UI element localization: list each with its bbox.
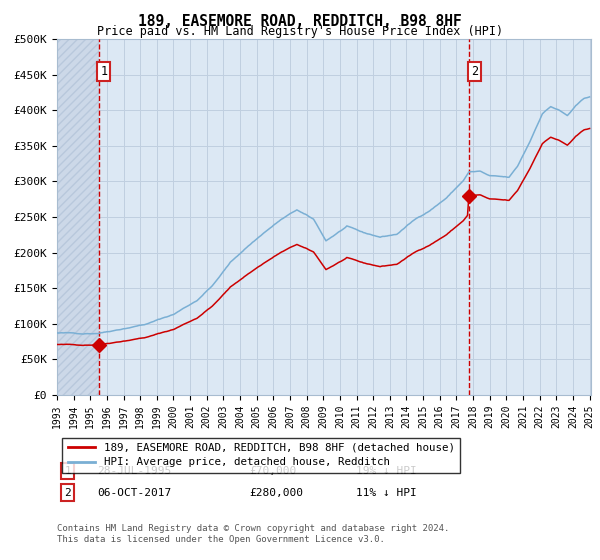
Text: 189, EASEMORE ROAD, REDDITCH, B98 8HF: 189, EASEMORE ROAD, REDDITCH, B98 8HF xyxy=(138,14,462,29)
Text: This data is licensed under the Open Government Licence v3.0.: This data is licensed under the Open Gov… xyxy=(57,535,385,544)
Text: Contains HM Land Registry data © Crown copyright and database right 2024.: Contains HM Land Registry data © Crown c… xyxy=(57,524,449,533)
Bar xyxy=(57,39,98,395)
Text: £70,000: £70,000 xyxy=(249,466,296,476)
Text: 2: 2 xyxy=(471,65,478,78)
Text: 06-OCT-2017: 06-OCT-2017 xyxy=(97,488,172,498)
Text: 2: 2 xyxy=(64,488,71,498)
Text: Price paid vs. HM Land Registry's House Price Index (HPI): Price paid vs. HM Land Registry's House … xyxy=(97,25,503,38)
Text: £280,000: £280,000 xyxy=(249,488,303,498)
Text: 28-JUL-1995: 28-JUL-1995 xyxy=(97,466,172,476)
Text: 1: 1 xyxy=(64,466,71,476)
Text: 19% ↓ HPI: 19% ↓ HPI xyxy=(356,466,417,476)
Legend: 189, EASEMORE ROAD, REDDITCH, B98 8HF (detached house), HPI: Average price, deta: 189, EASEMORE ROAD, REDDITCH, B98 8HF (d… xyxy=(62,437,460,473)
Text: 11% ↓ HPI: 11% ↓ HPI xyxy=(356,488,417,498)
Text: 1: 1 xyxy=(100,65,107,78)
